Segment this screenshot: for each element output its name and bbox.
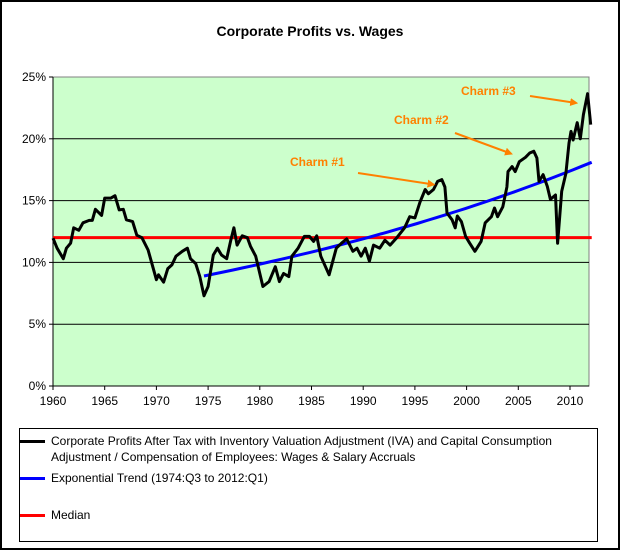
annotation-arrow — [454, 132, 513, 156]
y-tick-label: 15% — [22, 194, 46, 208]
x-tick-label: 2010 — [557, 394, 584, 408]
annotation-arrow — [529, 95, 579, 107]
annotation-arrow — [357, 172, 436, 188]
x-tick-label: 1990 — [350, 394, 377, 408]
x-tick-label: 1995 — [402, 394, 429, 408]
x-tick-label: 1970 — [143, 394, 170, 408]
x-tick-label: 2005 — [505, 394, 532, 408]
legend-label: Median — [51, 508, 91, 522]
x-tick-label: 1975 — [195, 394, 222, 408]
y-tick-label: 0% — [29, 379, 47, 393]
y-tick-label: 5% — [29, 317, 47, 331]
x-tick-label: 2000 — [453, 394, 480, 408]
y-tick-label: 25% — [22, 70, 46, 84]
x-tick-label: 1965 — [91, 394, 118, 408]
annotation-label: Charm #2 — [394, 113, 449, 127]
legend-item-exponential-trend: Exponential Trend (1974:Q3 to 2012:Q1) — [20, 470, 599, 486]
annotation-label: Charm #3 — [461, 84, 516, 98]
legend-item-profits-ratio: Corporate Profits After Tax with Invento… — [20, 433, 599, 465]
plot-area — [52, 76, 590, 387]
legend-item-median: Median — [20, 507, 599, 523]
profits-wages-ratio-line — [51, 92, 593, 298]
exponential-trend-line — [203, 160, 593, 278]
chart-title: Corporate Profits vs. Wages — [217, 23, 404, 39]
annotation-label: Charm #1 — [290, 155, 345, 169]
legend-swatch-red — [20, 514, 45, 517]
legend-swatch-blue — [20, 477, 45, 480]
legend-label: Exponential Trend (1974:Q3 to 2012:Q1) — [51, 471, 268, 485]
y-tick-label: 10% — [22, 255, 46, 269]
x-tick-label: 1980 — [246, 394, 273, 408]
legend-label: Corporate Profits After Tax with Invento… — [51, 434, 552, 464]
legend: Corporate Profits After Tax with Invento… — [19, 428, 598, 542]
y-tick-label: 20% — [22, 132, 46, 146]
legend-swatch-black — [20, 440, 45, 443]
x-tick-label: 1960 — [40, 394, 67, 408]
x-tick-label: 1985 — [298, 394, 325, 408]
